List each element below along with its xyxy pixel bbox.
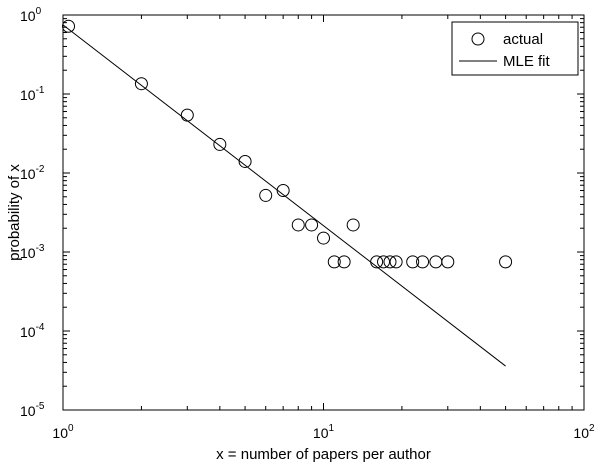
data-point [291,218,305,232]
data-point [62,19,76,33]
data-point [327,255,341,269]
x-tick-label: 102 [573,423,595,441]
data-point [499,255,513,269]
legend-label-mle-fit: MLE fit [503,53,551,70]
data-point [213,137,227,151]
x-tick-labels: 100 101 102 [52,423,595,441]
data-point [305,218,319,232]
x-tick-label: 100 [52,423,74,441]
x-tick-label: 101 [313,423,335,441]
plot-area [62,14,585,411]
y-tick-label: 10-3 [20,243,45,261]
data-point [377,255,391,269]
y-tick-label: 10-2 [20,164,45,182]
y-tick-label: 10-1 [20,85,45,103]
y-tick-labels: 100 10-1 10-2 10-3 10-4 10-5 [20,6,45,419]
data-point [337,255,351,269]
data-point [238,154,252,168]
data-point [259,188,273,202]
legend-label-actual: actual [503,31,543,48]
data-point [317,231,330,245]
y-axis-label: probability of x [6,164,23,261]
x-axis-label: x = number of papers per author [216,446,431,463]
data-point [416,255,430,269]
y-tick-label: 100 [20,6,42,24]
mle-fit-line [62,24,506,367]
data-point [134,77,148,91]
legend-box [451,21,579,76]
data-point [406,255,420,269]
y-tick-label: 10-4 [20,322,45,340]
ticks [62,14,585,411]
legend-marker-circle [471,32,485,46]
data-point [441,255,455,269]
legend: actual MLE fit [451,21,579,76]
data-point [346,218,360,232]
data-point [383,255,397,269]
series-layer [62,19,513,367]
data-point [389,255,403,269]
y-tick-label: 10-5 [20,401,45,419]
